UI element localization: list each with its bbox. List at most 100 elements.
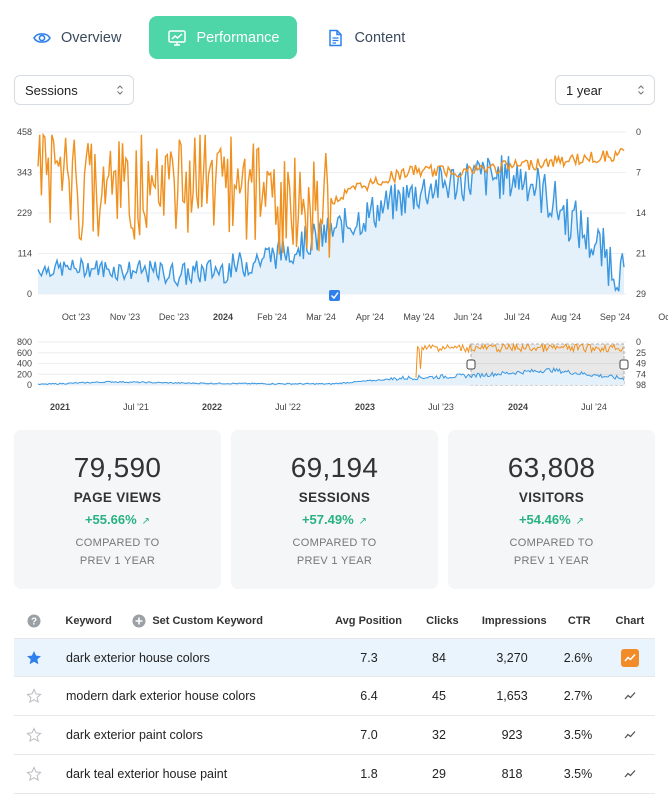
avg-position-value: 7.3	[360, 650, 378, 665]
x-tick-label: 2024	[508, 402, 528, 412]
stat-compare: COMPARED TO PREV 1 YEAR	[448, 534, 655, 570]
table-row[interactable]: modern dark exterior house colors 6.4 45…	[14, 677, 655, 716]
y-tick-label: 343	[17, 168, 32, 178]
metric-select[interactable]: Sessions	[14, 75, 134, 105]
x-tick-label: Apr '24	[356, 312, 384, 322]
set-custom-keyword-button[interactable]: Set Custom Keyword	[132, 614, 327, 628]
y-tick-label: 0	[27, 289, 32, 299]
sessions-position-chart[interactable]: 458 343 229 114 0 0 7 14 21 29 Oct '23 Nov '23 Dec…	[0, 122, 668, 328]
x-tick-label: 2023	[355, 402, 375, 412]
x-tick-label: May '24	[403, 312, 434, 322]
tab-bar: Overview Performance Content	[14, 16, 423, 59]
stat-compare: COMPARED TO PREV 1 YEAR	[231, 534, 438, 570]
stat-card-visitors: 63,808 VISITORS +54.46% ↗ COMPARED TO PREV…	[448, 430, 655, 589]
star-outline-icon[interactable]	[14, 688, 54, 704]
stat-card-page-views: 79,590 PAGE VIEWS +55.66% ↗ COMPARED TO PR…	[14, 430, 221, 589]
stat-change: +54.46% ↗	[448, 512, 655, 527]
help-icon[interactable]: ?	[14, 614, 53, 628]
x-tick-label: Oc	[658, 312, 668, 322]
table-row[interactable]: dark exterior house colors 7.3 84 3,270 …	[14, 638, 655, 677]
range-select[interactable]: 1 year	[555, 75, 655, 105]
x-tick-label: Mar '24	[306, 312, 336, 322]
keyword-text: dark exterior paint colors	[66, 728, 203, 742]
navigator-handle-left[interactable]	[466, 359, 476, 370]
y2-tick-label: 98	[636, 380, 646, 390]
stat-label: PAGE VIEWS	[73, 490, 162, 505]
x-tick-label: 2024	[213, 312, 233, 322]
table-row[interactable]: dark teal exterior house paint 1.8 29 81…	[14, 755, 655, 794]
y2-tick-label: 49	[636, 359, 646, 369]
x-tick-label: Jul '22	[275, 402, 301, 412]
chart-monitor-icon	[167, 28, 187, 48]
stat-label: VISITORS	[518, 490, 585, 505]
header-clicks[interactable]: Clicks	[426, 615, 459, 627]
trend-chart-icon[interactable]	[621, 726, 639, 744]
stat-label: SESSIONS	[298, 490, 371, 505]
y2-tick-label: 0	[636, 127, 641, 137]
metric-select-value: Sessions	[25, 82, 78, 98]
compare-line-1: COMPARED TO	[509, 537, 594, 549]
header-ctr[interactable]: CTR	[567, 615, 591, 627]
stat-card-sessions: 69,194 SESSIONS +57.49% ↗ COMPARED TO PREV…	[231, 430, 438, 589]
tab-content[interactable]: Content	[307, 16, 423, 59]
star-filled-icon[interactable]	[14, 650, 54, 666]
header-avg-position[interactable]: Avg Position	[335, 615, 402, 627]
impressions-value: 1,653	[496, 689, 528, 703]
svg-text:?: ?	[31, 617, 37, 628]
trend-chart-icon[interactable]	[621, 687, 639, 705]
y-tick-label: 114	[18, 249, 32, 259]
avg-position-value: 1.8	[360, 767, 378, 781]
eye-icon	[32, 28, 52, 48]
tab-overview[interactable]: Overview	[14, 16, 139, 59]
navigator-position-line	[415, 342, 624, 378]
y2-tick-label: 0	[636, 337, 641, 347]
x-tick-label: Jul '24	[581, 402, 607, 412]
compare-line-1: COMPARED TO	[75, 537, 160, 549]
header-chart: Chart	[615, 615, 645, 627]
navigator-sessions-area	[38, 368, 624, 385]
x-tick-label: Jul '23	[428, 402, 454, 412]
x-tick-label: Nov '23	[110, 312, 140, 322]
trend-chart-icon[interactable]	[620, 648, 639, 667]
keyword-text: dark teal exterior house paint	[66, 767, 228, 781]
avg-position-value: 6.4	[360, 689, 378, 703]
x-tick-label: Jul '21	[123, 402, 149, 412]
arrow-up-right-icon: ↗	[141, 516, 151, 527]
y-tick-label: 600	[17, 348, 32, 358]
stat-change-value: +55.66%	[84, 512, 137, 527]
navigator-handle-right[interactable]	[619, 359, 629, 370]
table-row[interactable]: dark exterior paint colors 7.0 32 923 3.…	[14, 716, 655, 755]
stat-change-value: +54.46%	[518, 512, 571, 527]
chevron-updown-icon	[117, 85, 123, 95]
avg-position-value: 7.0	[360, 728, 378, 742]
header-impressions[interactable]: Impressions	[481, 615, 547, 627]
arrow-up-right-icon: ↗	[358, 516, 368, 527]
x-tick-label: Oct '23	[62, 312, 90, 322]
impressions-value: 3,270	[496, 650, 528, 665]
star-outline-icon[interactable]	[14, 727, 54, 743]
tab-overview-label: Overview	[61, 29, 122, 46]
y-tick-label: 800	[17, 337, 32, 347]
star-outline-icon[interactable]	[14, 766, 54, 782]
annotation-flag[interactable]	[329, 290, 340, 301]
ctr-value: 3.5%	[563, 728, 593, 742]
stat-change-value: +57.49%	[301, 512, 354, 527]
y-tick-label: 400	[17, 359, 32, 369]
clicks-value: 45	[432, 689, 446, 703]
x-tick-label: Jul '24	[504, 312, 530, 322]
y-tick-label: 0	[27, 380, 32, 390]
x-tick-label: 2021	[50, 402, 70, 412]
y2-tick-label: 29	[636, 289, 646, 299]
y-tick-label: 200	[17, 369, 32, 379]
header-keyword[interactable]: Keyword	[65, 615, 112, 627]
y2-tick-label: 74	[636, 369, 646, 379]
range-select-value: 1 year	[566, 82, 603, 98]
impressions-value: 923	[501, 728, 523, 742]
arrow-up-right-icon: ↗	[575, 516, 585, 527]
keyword-table: ? Keyword Set Custom Keyword Avg Positio…	[14, 604, 655, 794]
trend-chart-icon[interactable]	[621, 765, 639, 783]
tab-performance[interactable]: Performance	[149, 16, 298, 59]
y-tick-label: 229	[17, 208, 32, 218]
compare-line-2: PREV 1 YEAR	[79, 555, 156, 567]
